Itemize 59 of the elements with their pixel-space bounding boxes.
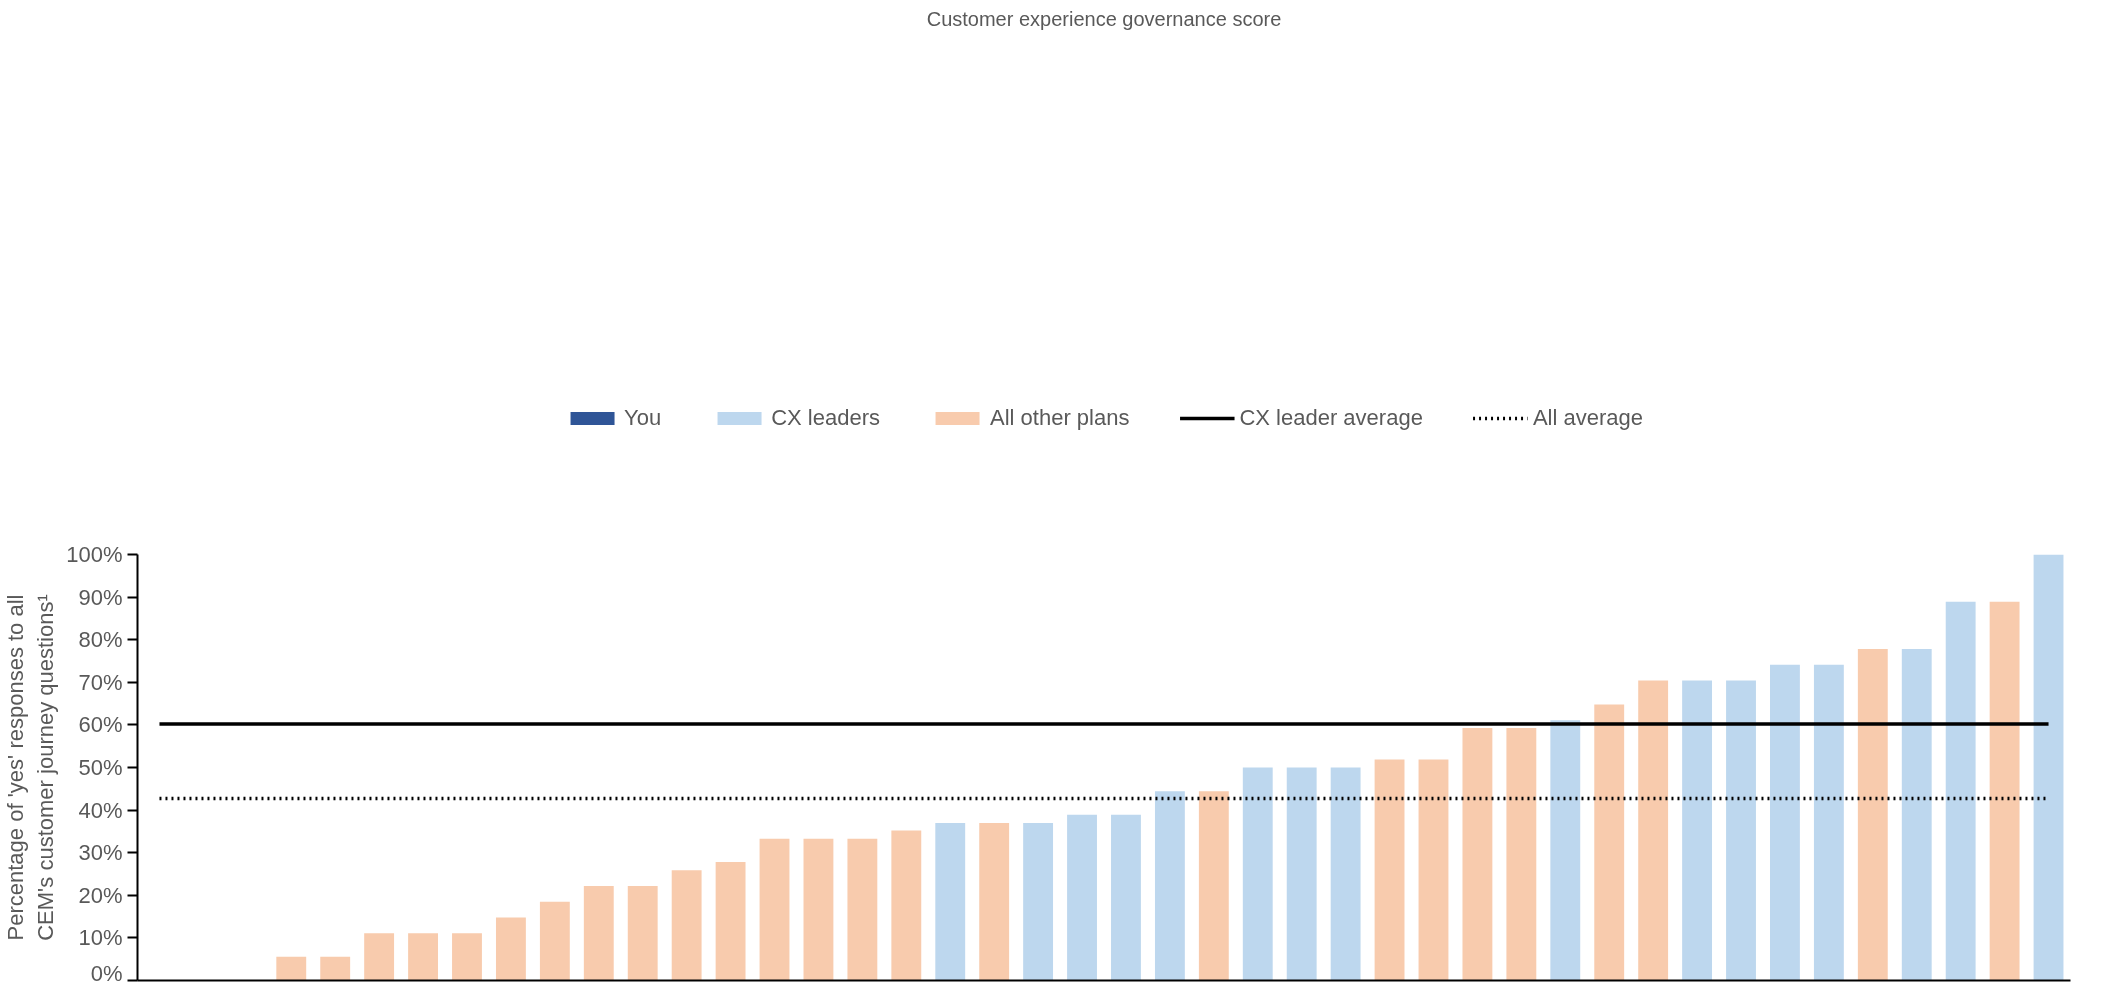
bar: [935, 822, 966, 981]
bar: [1989, 601, 2020, 981]
y-tick-label: 70%: [78, 669, 123, 695]
bar: [1067, 814, 1097, 981]
y-axis-title: Percentage of 'yes' responses to all CEM's customer journey questions¹: [3, 594, 59, 941]
bar: [539, 901, 570, 981]
bar: [1023, 822, 1054, 981]
legend-label: All other plans: [990, 404, 1130, 431]
bar: [1682, 680, 1713, 981]
bar: [1638, 680, 1669, 981]
bar: [1813, 664, 1844, 981]
bar: [715, 862, 746, 981]
bar: [320, 956, 351, 981]
bar: [1111, 814, 1141, 981]
y-tick-label: 50%: [78, 755, 123, 780]
bar: [1857, 649, 1888, 981]
bar: [364, 933, 395, 981]
bar: [1462, 727, 1493, 981]
y-tick-label: 10%: [78, 925, 123, 951]
bar: [1506, 727, 1537, 981]
bar: [627, 885, 658, 981]
bar: [1418, 759, 1449, 981]
legend-label: CX leaders: [771, 404, 881, 431]
y-tick-label: 20%: [78, 882, 123, 908]
bar: [495, 917, 526, 981]
y-tick-label: 60%: [78, 712, 123, 738]
bar: [759, 838, 790, 981]
bar: [1901, 649, 1932, 981]
y-tick-label: 100%: [66, 542, 123, 567]
bar: [452, 933, 482, 981]
bar: [1770, 664, 1800, 981]
y-tick-label: 90%: [78, 584, 123, 610]
y-tick-label: 0%: [90, 960, 123, 986]
y-tick-label: 30%: [78, 840, 123, 866]
legend-label: All average: [1532, 404, 1643, 431]
bar: [671, 870, 702, 981]
legend-label: CX leader average: [1239, 404, 1423, 431]
bar: [1242, 767, 1273, 981]
bar: [1594, 704, 1625, 981]
bar: [803, 838, 834, 981]
bar: [1286, 767, 1317, 981]
bar: [276, 956, 307, 981]
bar: [1374, 759, 1405, 981]
bar: [1726, 680, 1756, 981]
chart-title: Customer experience governance score: [926, 7, 1282, 30]
bar: [2033, 554, 2064, 981]
bar: [583, 885, 614, 981]
bar: [847, 838, 878, 981]
bar: [408, 933, 438, 981]
bar: [1198, 791, 1229, 981]
bar: [1550, 720, 1581, 981]
bar: [1945, 601, 1976, 981]
bar: [1154, 791, 1185, 981]
bar: [891, 830, 922, 981]
bar: [979, 822, 1010, 981]
y-tick-label: 40%: [78, 797, 123, 823]
bar: [1330, 767, 1361, 981]
y-tick-label: 80%: [78, 627, 123, 653]
legend-label: You: [624, 404, 662, 431]
